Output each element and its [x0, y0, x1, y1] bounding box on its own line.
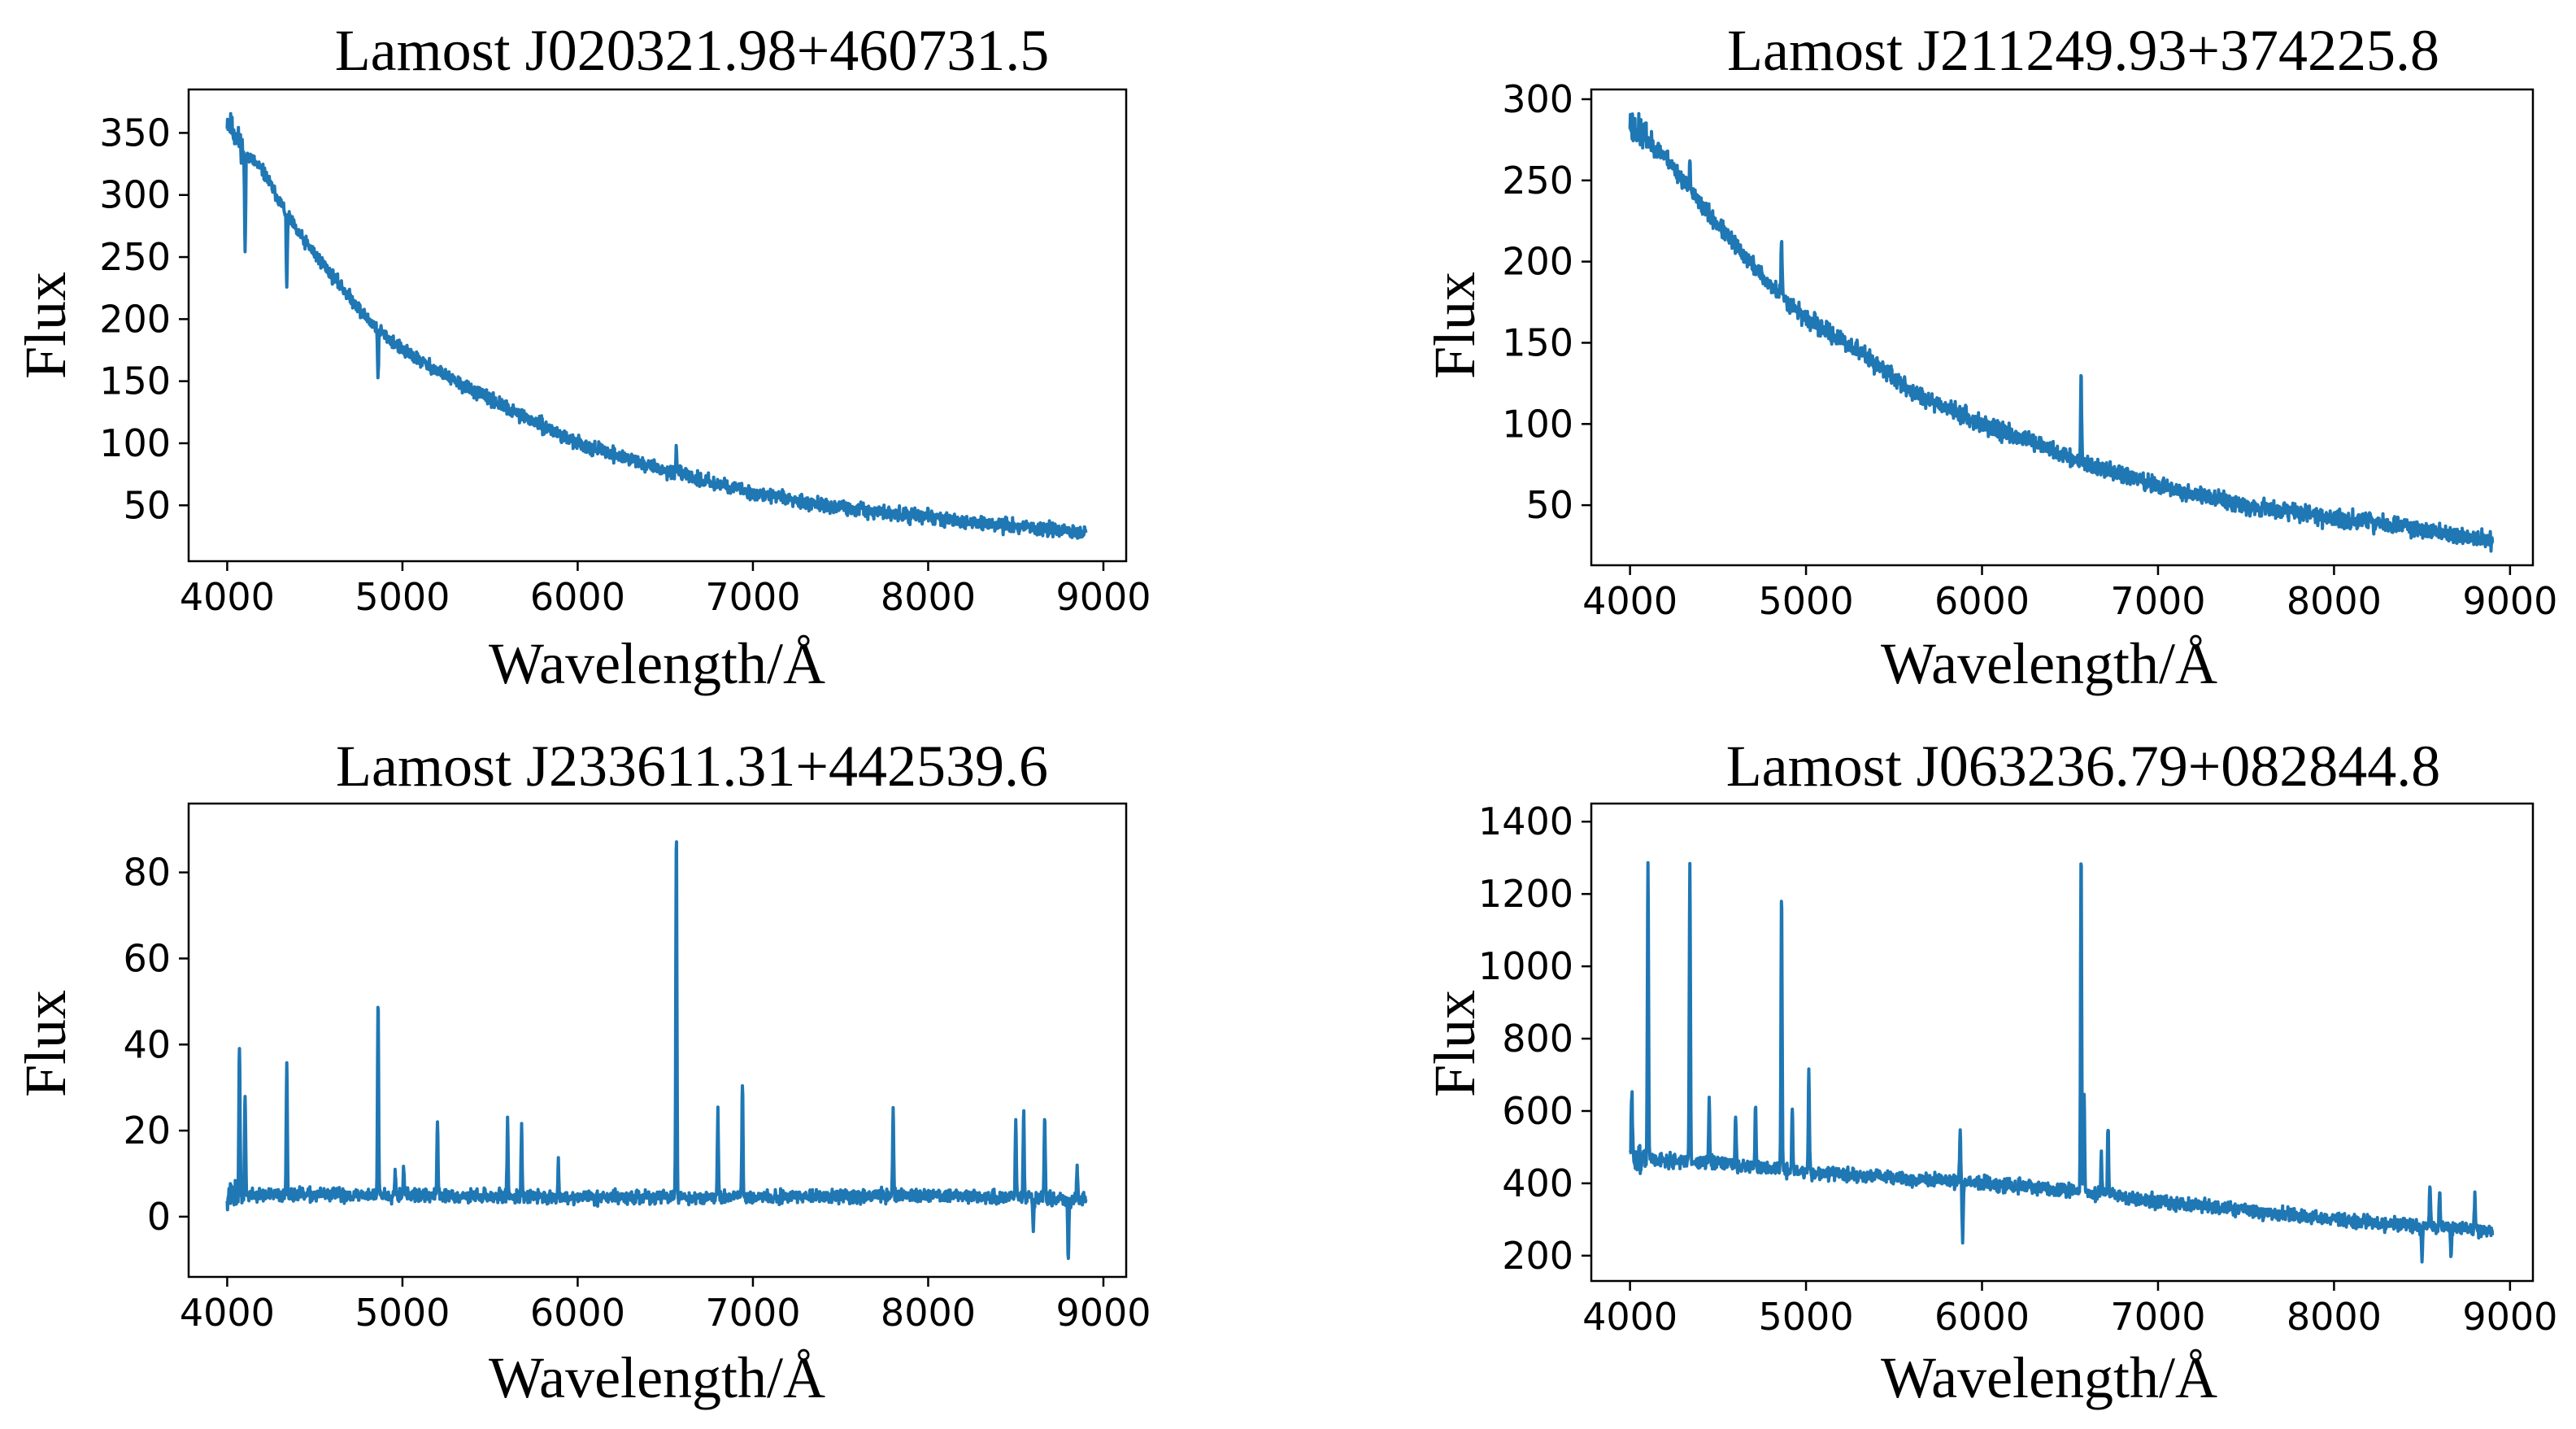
panel-4-y-tick-label: 200	[1502, 1234, 1573, 1278]
panel-3-axes-frame	[187, 802, 1128, 1279]
panel-2-x-tick-label: 8000	[2287, 579, 2382, 623]
panel-2-x-tick-label: 7000	[2110, 579, 2205, 623]
panel-4-x-tick-label: 6000	[1934, 1295, 2030, 1339]
panel-1-y-axis-label: Flux	[13, 272, 78, 379]
panel-2-x-ticks: 4000 5000 6000 7000 8000 9000	[1582, 565, 2557, 623]
panel-4-x-tick-label: 9000	[2462, 1295, 2557, 1339]
panel-1-x-ticks: 4000 5000 6000 7000 8000 9000	[180, 561, 1151, 619]
panel-4-y-tick-label: 800	[1502, 1017, 1573, 1061]
panel-3-x-tick-label: 4000	[180, 1291, 275, 1335]
panel-2-x-tick-label: 6000	[1934, 579, 2030, 623]
panel-2-axes-frame	[1590, 88, 2535, 567]
panel-3-x-tick-label: 6000	[530, 1291, 625, 1335]
panel-3-y-tick-label: 20	[123, 1109, 171, 1152]
panel-1-title: Lamost J020321.98+460731.5	[335, 18, 1050, 83]
panel-1-x-axis-label: Wavelength/Å	[489, 631, 825, 696]
panel-2-spectrum-line	[1628, 111, 2495, 553]
panel-1-x-tick-label: 9000	[1055, 575, 1151, 619]
panel-2-y-ticks: 50 100 150 200 250 300	[1502, 77, 1591, 527]
panel-2-y-tick-label: 250	[1502, 159, 1573, 203]
panel-1-y-tick-label: 100	[99, 421, 171, 465]
panel-3-y-ticks: 0 20 40 60 80	[123, 851, 189, 1239]
panel-4-axes-frame	[1590, 802, 2535, 1283]
panel-1-y-tick-label: 150	[99, 359, 171, 403]
panel-4-y-tick-label: 1400	[1478, 799, 1573, 843]
panel-3-y-tick-label: 40	[123, 1022, 171, 1066]
panel-3: Lamost J233611.31+442539.6 4000 5000 6000 7…	[13, 734, 1151, 1410]
panel-1-x-tick-label: 5000	[355, 575, 450, 619]
panel-2-x-tick-label: 5000	[1759, 579, 1854, 623]
panel-4: Lamost J063236.79+082844.8 4000 5000 6000 7…	[1422, 734, 2557, 1410]
panel-2-y-tick-label: 50	[1525, 483, 1573, 527]
panel-1-x-tick-label: 4000	[180, 575, 275, 619]
panel-2-plot-area: 4000 5000 6000 7000 8000 9000 50 100 150 200 250 3…	[1502, 77, 2557, 623]
panel-4-x-tick-label: 4000	[1582, 1295, 1677, 1339]
panel-3-x-ticks: 4000 5000 6000 7000 8000 9000	[180, 1277, 1151, 1335]
panel-3-y-tick-label: 0	[147, 1195, 171, 1239]
panel-3-y-tick-label: 80	[123, 851, 171, 895]
panel-2-title: Lamost J211249.93+374225.8	[1727, 18, 2439, 83]
panel-2-y-tick-label: 150	[1502, 320, 1573, 364]
panel-2: Lamost J211249.93+374225.8 4000 5000 6000 7…	[1422, 18, 2557, 696]
panel-1-y-ticks: 50 100 150 200 250 300 350	[99, 111, 189, 527]
panel-2-x-tick-label: 4000	[1582, 579, 1677, 623]
panel-3-x-tick-label: 5000	[355, 1291, 450, 1335]
panel-3-title: Lamost J233611.31+442539.6	[336, 734, 1048, 799]
panel-1-y-tick-label: 350	[99, 111, 171, 155]
panel-1: Lamost J020321.98+460731.5 4000 5000 6000 7…	[13, 18, 1151, 696]
panel-1-x-tick-label: 7000	[705, 575, 800, 619]
panel-2-y-tick-label: 200	[1502, 240, 1573, 284]
panel-4-x-tick-label: 8000	[2287, 1295, 2382, 1339]
panel-4-y-ticks: 200 400 600 800 1000 1200 1400	[1478, 799, 1591, 1278]
panel-2-y-tick-label: 300	[1502, 77, 1573, 121]
panel-1-y-tick-label: 250	[99, 235, 171, 279]
panel-2-y-tick-label: 100	[1502, 402, 1573, 446]
panel-3-y-axis-label: Flux	[13, 990, 78, 1097]
panel-3-x-tick-label: 7000	[705, 1291, 800, 1335]
panel-3-x-tick-label: 9000	[1055, 1291, 1151, 1335]
panel-1-x-tick-label: 6000	[530, 575, 625, 619]
panel-4-y-tick-label: 400	[1502, 1161, 1573, 1205]
panel-1-y-tick-label: 300	[99, 173, 171, 217]
panel-4-y-axis-label: Flux	[1422, 990, 1487, 1097]
panel-4-y-tick-label: 600	[1502, 1089, 1573, 1133]
panel-1-y-tick-label: 50	[123, 483, 171, 527]
panel-1-spectrum-line	[225, 111, 1088, 540]
panel-4-x-axis-label: Wavelength/Å	[1881, 1345, 2217, 1410]
panel-2-y-axis-label: Flux	[1422, 272, 1487, 379]
panel-4-plot-area: 4000 5000 6000 7000 8000 9000 200 400 600 800 100…	[1478, 799, 2557, 1339]
panel-3-y-tick-label: 60	[123, 936, 171, 980]
panel-4-y-tick-label: 1200	[1478, 872, 1573, 916]
panel-2-x-axis-label: Wavelength/Å	[1881, 631, 2217, 696]
panel-4-title: Lamost J063236.79+082844.8	[1726, 734, 2441, 799]
panel-1-y-tick-label: 200	[99, 297, 171, 341]
panel-1-x-tick-label: 8000	[881, 575, 976, 619]
panel-3-plot-area: 4000 5000 6000 7000 8000 9000 0 20 40 60 80	[123, 802, 1151, 1335]
panel-1-plot-area: 4000 5000 6000 7000 8000 9000 50 100 150 200 250 3…	[99, 88, 1151, 619]
panel-1-axes-frame	[187, 88, 1128, 563]
panel-3-spectrum-line	[225, 840, 1088, 1261]
panel-2-x-tick-label: 9000	[2462, 579, 2557, 623]
panel-3-x-axis-label: Wavelength/Å	[489, 1345, 825, 1410]
panel-4-x-tick-label: 7000	[2110, 1295, 2205, 1339]
panel-4-y-tick-label: 1000	[1478, 944, 1573, 988]
panel-4-spectrum-line	[1629, 860, 2495, 1264]
panel-4-x-tick-label: 5000	[1759, 1295, 1854, 1339]
panel-4-x-ticks: 4000 5000 6000 7000 8000 9000	[1582, 1281, 2557, 1339]
panel-3-x-tick-label: 8000	[881, 1291, 976, 1335]
